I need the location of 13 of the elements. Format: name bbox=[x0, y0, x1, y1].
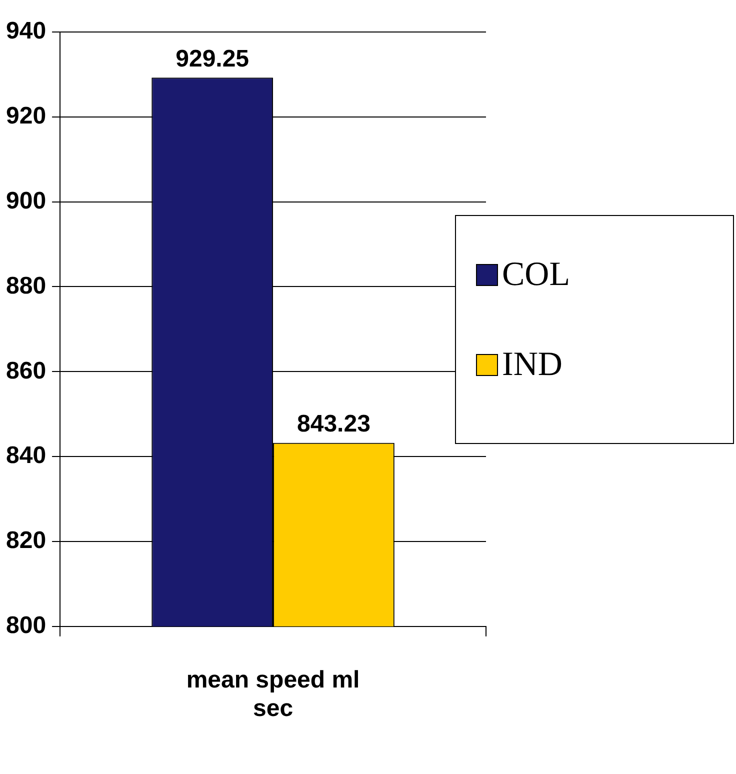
x-tick-label: mean speed ml sec bbox=[186, 666, 360, 722]
y-tick-label: 800 bbox=[6, 612, 46, 640]
y-tick-label: 840 bbox=[6, 442, 46, 470]
legend-label: IND bbox=[502, 346, 562, 384]
y-tick-label: 920 bbox=[6, 102, 46, 130]
data-label: 929.25 bbox=[176, 45, 250, 72]
y-tick-label: 900 bbox=[6, 187, 46, 214]
text: COL bbox=[502, 256, 570, 294]
y-tick-label: 880 bbox=[6, 272, 46, 300]
data-label: 843.23 bbox=[297, 410, 370, 438]
y-tick-label: 820 bbox=[6, 527, 46, 554]
y-tick-label: 940 bbox=[6, 18, 46, 45]
y-tick-label: 860 bbox=[6, 357, 46, 384]
